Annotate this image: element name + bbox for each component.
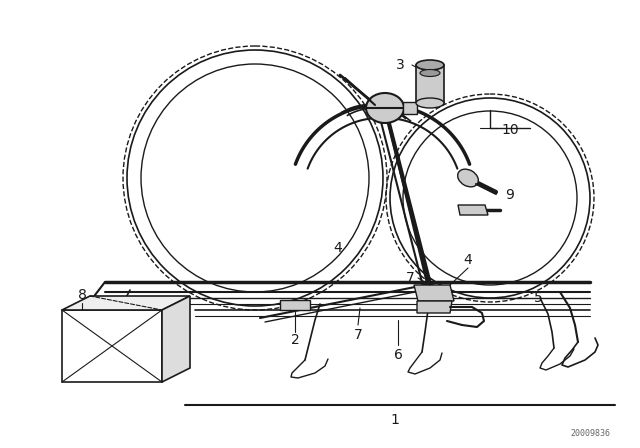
Text: 10: 10 — [501, 123, 519, 137]
Text: 9: 9 — [506, 188, 515, 202]
Text: 7: 7 — [354, 328, 362, 342]
Text: 1: 1 — [390, 413, 399, 427]
Polygon shape — [403, 102, 417, 114]
Ellipse shape — [416, 60, 444, 70]
Ellipse shape — [458, 169, 478, 187]
Ellipse shape — [416, 98, 444, 108]
Text: 4: 4 — [463, 253, 472, 267]
Text: 4: 4 — [333, 241, 342, 255]
Text: 8: 8 — [77, 288, 86, 302]
Ellipse shape — [420, 69, 440, 77]
Polygon shape — [62, 296, 190, 310]
Text: 2: 2 — [291, 333, 300, 347]
Polygon shape — [280, 300, 310, 310]
Polygon shape — [458, 205, 488, 215]
Polygon shape — [62, 310, 162, 382]
Text: 20009836: 20009836 — [570, 429, 610, 438]
Text: 5: 5 — [534, 291, 542, 305]
Polygon shape — [416, 65, 444, 103]
Ellipse shape — [366, 93, 404, 123]
Polygon shape — [417, 301, 452, 313]
Polygon shape — [162, 296, 190, 382]
Text: 6: 6 — [394, 348, 403, 362]
Text: 3: 3 — [396, 58, 404, 72]
Polygon shape — [414, 285, 454, 301]
Text: 7: 7 — [406, 271, 414, 285]
